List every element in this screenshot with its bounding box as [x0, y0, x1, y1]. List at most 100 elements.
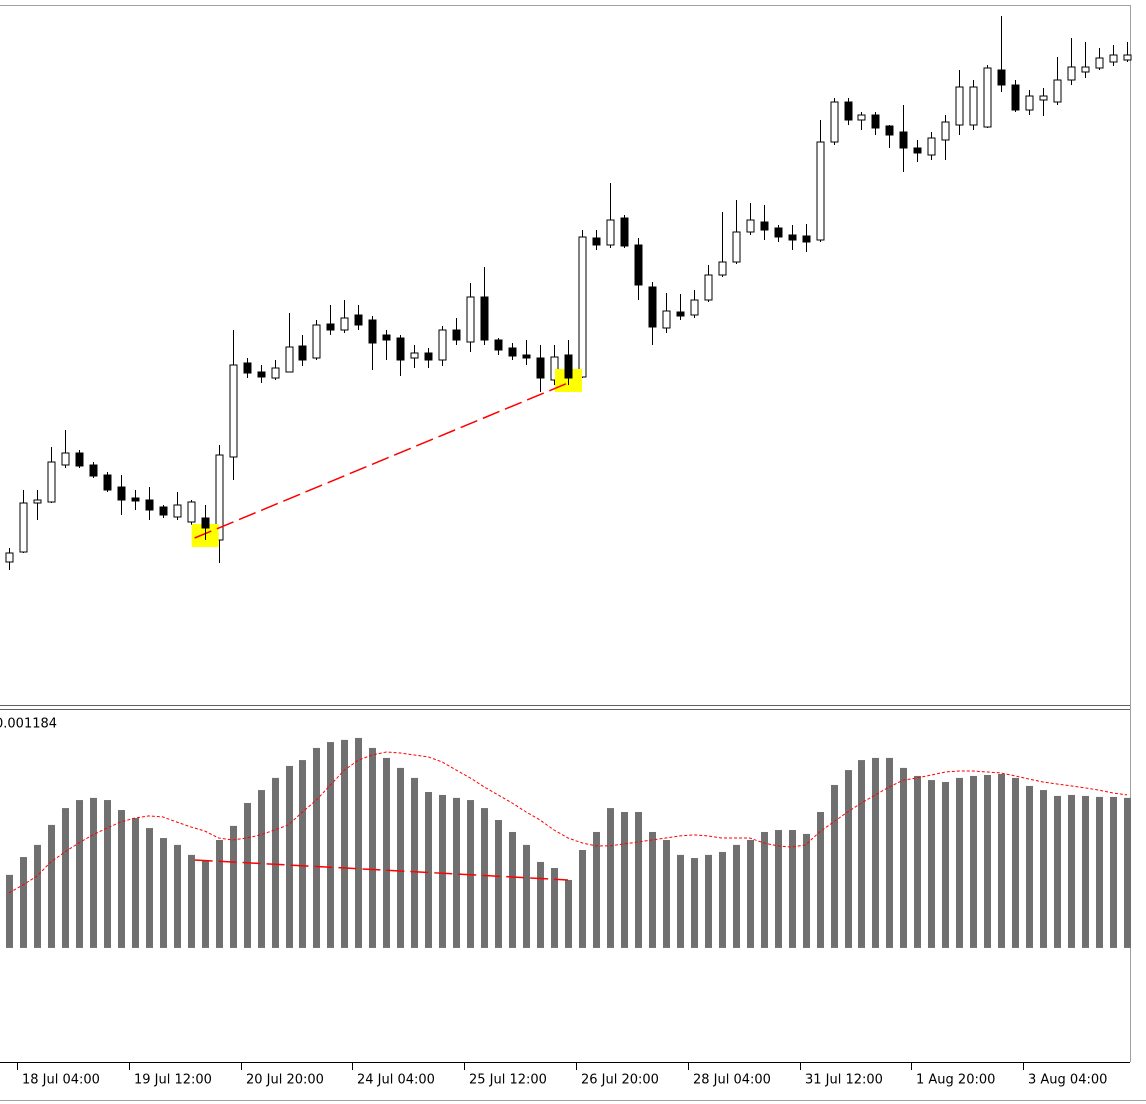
histogram-bar — [509, 831, 516, 948]
candle-body — [718, 261, 727, 276]
histogram-bar — [439, 794, 446, 948]
histogram-bar — [62, 808, 69, 948]
histogram-bar — [705, 854, 712, 948]
histogram-bar — [914, 775, 921, 948]
histogram-bar — [733, 844, 740, 948]
histogram-bar — [188, 854, 195, 948]
candle-body — [816, 141, 825, 241]
candle-body — [899, 131, 908, 149]
histogram-bar — [1082, 795, 1089, 948]
candle-body — [830, 101, 839, 143]
histogram-bar — [313, 747, 320, 948]
candle-body — [662, 310, 671, 329]
histogram-bar — [677, 854, 684, 948]
candle-body — [704, 274, 713, 301]
histogram-bar — [495, 820, 502, 948]
x-tick-label: 20 Jul 20:00 — [246, 1073, 324, 1088]
histogram-bar — [202, 859, 209, 948]
candle-body — [1109, 54, 1118, 63]
candle-body — [871, 114, 880, 129]
histogram-bar — [537, 861, 544, 948]
candle-body — [47, 461, 56, 503]
histogram-bar — [1026, 785, 1033, 948]
candle-body — [1039, 95, 1048, 101]
histogram-bar — [48, 824, 55, 948]
candle-body — [215, 454, 224, 541]
candle-body — [452, 329, 461, 341]
histogram-bar — [453, 797, 460, 948]
histogram-bar — [900, 767, 907, 948]
histogram-bar — [970, 775, 977, 948]
candle-body — [1011, 84, 1020, 111]
histogram-bar — [649, 831, 656, 948]
histogram-bar — [579, 849, 586, 948]
histogram-bar — [831, 784, 838, 948]
candle-body — [1095, 57, 1104, 69]
histogram-bar — [76, 800, 83, 948]
y-tick-label: 0.001184 — [0, 717, 57, 732]
histogram-bar — [691, 858, 698, 948]
candle-body — [75, 452, 84, 467]
histogram-bar — [467, 800, 474, 948]
histogram-bar — [244, 802, 251, 948]
histogram-bar — [607, 808, 614, 948]
candle-body — [396, 337, 405, 361]
candle-body — [774, 227, 783, 238]
histogram-bar — [174, 844, 181, 948]
x-tick-label: 25 Jul 12:00 — [469, 1073, 547, 1088]
candle-body — [229, 364, 238, 458]
candle-body — [1053, 79, 1062, 103]
signal-line — [8, 751, 1128, 894]
candle-body — [382, 334, 391, 341]
candle-body — [550, 356, 559, 381]
candle-body — [326, 323, 335, 331]
x-tick-label: 28 Jul 04:00 — [693, 1073, 771, 1088]
histogram-bar — [928, 780, 935, 948]
histogram-bar — [998, 773, 1005, 948]
candle-body — [746, 219, 755, 233]
x-tick-label: 18 Jul 04:00 — [22, 1073, 100, 1088]
histogram-bar — [523, 844, 530, 948]
candle-body — [131, 497, 140, 502]
histogram-bar — [886, 757, 893, 948]
candle-body — [173, 504, 182, 518]
histogram-bar — [341, 739, 348, 948]
candle-body — [201, 517, 210, 529]
candle-body — [955, 86, 964, 126]
candle-body — [494, 339, 503, 351]
histogram-bar — [858, 760, 865, 948]
candle-body — [648, 286, 657, 328]
candle-body — [1123, 54, 1132, 61]
histogram-bar — [1012, 777, 1019, 948]
candle-body — [1067, 66, 1076, 81]
histogram-bar — [299, 760, 306, 948]
histogram-bar — [104, 800, 111, 948]
candle-body — [1081, 66, 1090, 73]
histogram-bar — [803, 833, 810, 948]
candle-body — [89, 464, 98, 477]
candle-body — [676, 311, 685, 317]
histogram-bar — [397, 767, 404, 948]
candle-body — [508, 347, 517, 357]
histogram-bar — [383, 757, 390, 948]
candle-body — [61, 452, 70, 466]
candle-body — [424, 352, 433, 361]
candle-body — [634, 244, 643, 286]
candle-body — [33, 499, 42, 504]
histogram-bar — [118, 810, 125, 948]
histogram-bar — [817, 811, 824, 948]
candle-body — [19, 502, 28, 553]
candle-body — [927, 137, 936, 156]
candle-body — [885, 125, 894, 136]
histogram-bar — [90, 797, 97, 948]
histogram-bar — [132, 818, 139, 948]
candle-body — [243, 362, 252, 374]
histogram-bar — [6, 874, 13, 948]
histogram-bar — [1096, 796, 1103, 948]
candle-body — [578, 236, 587, 378]
candle-body — [438, 329, 447, 361]
divergence-line — [194, 859, 569, 881]
x-tick-label: 31 Jul 12:00 — [805, 1073, 883, 1088]
histogram-bar — [942, 782, 949, 948]
